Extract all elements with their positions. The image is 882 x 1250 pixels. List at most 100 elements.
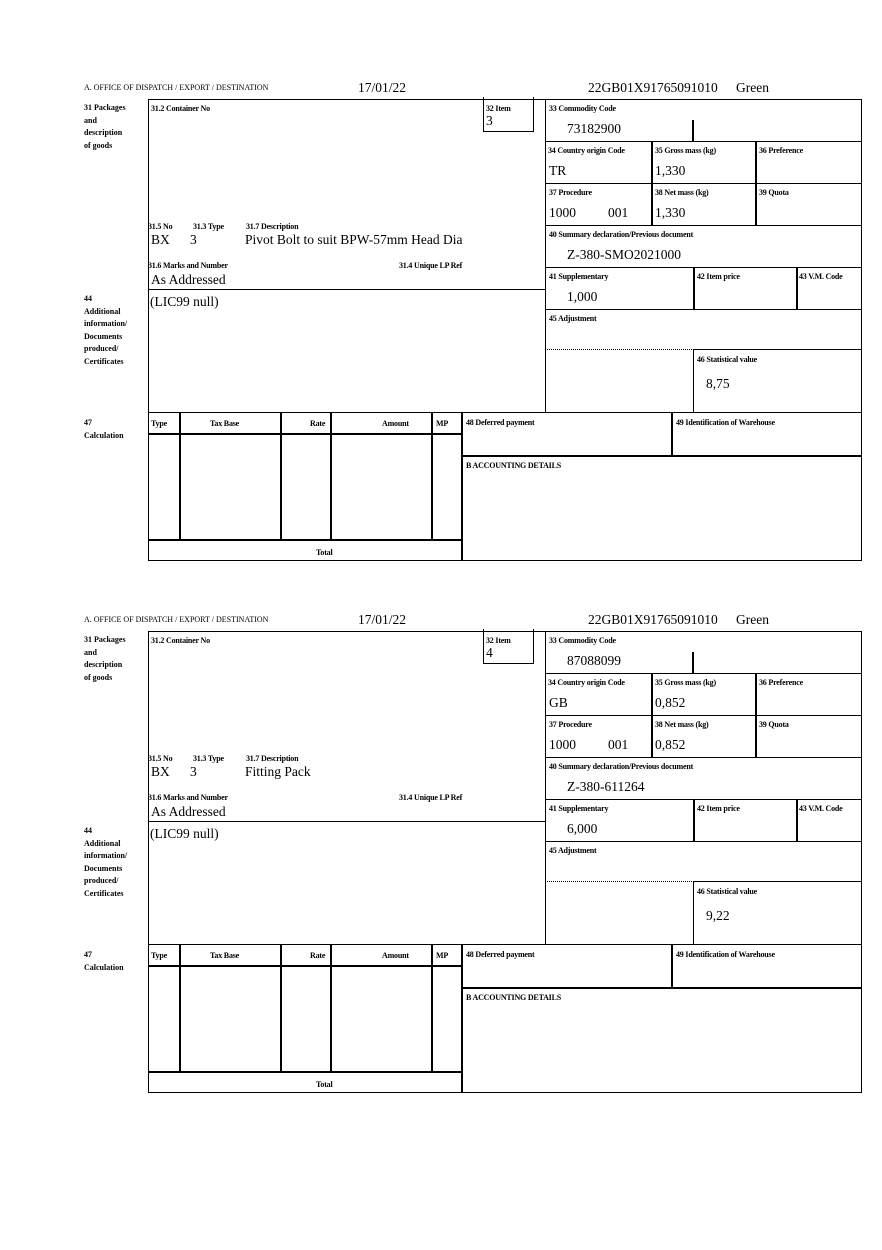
calc-header-amount: Amount [382,419,409,428]
item-number: 3 [486,113,493,128]
label-line: 44 [84,826,92,835]
previous-document: Z-380-611264 [567,779,645,794]
calc-header-rate: Rate [310,951,326,960]
calc-header-tax-base: Tax Base [210,419,240,428]
net-mass: 1,330 [655,205,686,220]
box-41 [545,799,695,842]
label-line: information/ [84,851,128,860]
procedure-additional: 001 [608,737,629,752]
supplementary-units: 6,000 [567,821,598,836]
calc-header-type: Type [151,419,167,428]
office-label: A. OFFICE OF DISPATCH / EXPORT / DESTINA… [84,83,269,92]
goods-description: Fitting Pack [245,764,311,779]
net-mass-label: 38 Net mass (kg) [655,720,709,729]
label-line: 47 [84,418,92,427]
container-no-label: 31.2 Container No [151,636,210,645]
divider [431,412,433,540]
box-48 [461,412,673,457]
label-line: produced/ [84,344,119,353]
item-price-label: 42 Item price [697,804,740,813]
box-31-label: 31 Packages and description of goods [84,102,144,152]
accounting-details-label: B ACCOUNTING DETAILS [466,993,561,1002]
vm-code-label: 43 V.M. Code [799,272,843,281]
adjustment-label: 45 Adjustment [549,314,597,323]
package-no: BX [151,764,170,779]
divider [280,944,282,1072]
net-mass-label: 38 Net mass (kg) [655,188,709,197]
vm-code-label: 43 V.M. Code [799,804,843,813]
label-line: description [84,128,123,137]
additional-info: (LIC99 null) [150,826,219,841]
package-type-label: 31.3 Type [193,754,224,763]
calculation-table [148,944,463,1093]
dotted-divider [545,881,694,882]
dotted-divider [545,881,546,944]
divider [179,944,181,1072]
package-type-label: 31.3 Type [193,222,224,231]
marks-and-number: As Addressed [151,804,226,819]
label-line: Additional [84,838,121,848]
unique-lp-ref-label: 31.4 Unique LP Ref [399,261,463,270]
preference-label: 36 Preference [759,146,803,155]
country-origin: TR [549,163,567,178]
previous-document: Z-380-SMO2021000 [567,247,681,262]
item-number: 4 [486,645,493,660]
package-no-label: 31.5 No [148,222,173,231]
box-31-label: 31 Packages and description of goods [84,634,144,684]
box-42 [693,799,798,842]
calc-header-tax-base: Tax Base [210,951,240,960]
label-line: produced/ [84,876,119,885]
country-origin: GB [549,695,568,710]
supplementary-label: 41 Supplementary [549,804,609,813]
label-line: Calculation [84,430,124,440]
divider [148,1071,463,1073]
country-origin-label: 34 Country origin Code [548,678,625,687]
box-44-label: 44 Additional information/Documents produce… [84,293,144,368]
package-type: 3 [190,764,197,779]
box-43 [796,267,862,310]
label-line: 47 [84,950,92,959]
quota-label: 39 Quota [759,188,789,197]
label-line: of goods [84,672,113,682]
divider [148,965,463,967]
accounting-details-label: B ACCOUNTING DETAILS [466,461,561,470]
divider [179,412,181,540]
label-line: Certificates [84,888,124,898]
label-line: description [84,660,123,669]
package-no-label: 31.5 No [148,754,173,763]
box-47-label: 47 Calculation [84,949,144,974]
previous-document-label: 40 Summary declaration/Previous document [549,230,694,239]
preference-label: 36 Preference [759,678,803,687]
marks-label: 31.6 Marks and Number [148,261,228,270]
marks-and-number: As Addressed [151,272,226,287]
divider [148,539,463,541]
box-b [461,455,862,561]
declaration-item-form: A. OFFICE OF DISPATCH / EXPORT / DESTINA… [0,612,882,1112]
item-price-label: 42 Item price [697,272,740,281]
divider [330,944,332,1072]
statistical-value-label: 46 Statistical value [697,887,757,896]
country-origin-label: 34 Country origin Code [548,146,625,155]
box-43 [796,799,862,842]
deferred-payment-label: 48 Deferred payment [466,418,535,427]
net-mass: 0,852 [655,737,686,752]
label-line: Documents [84,863,123,873]
label-line: Documents [84,331,123,341]
adjustment-label: 45 Adjustment [549,846,597,855]
label-line: 31 Packages [84,635,126,644]
commodity-code: 87088099 [567,653,621,668]
description-label: 31.7 Description [246,222,299,231]
calc-header-rate: Rate [310,419,326,428]
unique-lp-ref-label: 31.4 Unique LP Ref [399,793,463,802]
warehouse-id-label: 49 Identification of Warehouse [676,950,775,959]
marks-label: 31.6 Marks and Number [148,793,228,802]
box-32 [483,629,534,664]
item-label: 32 Item [486,104,511,113]
date: 17/01/22 [358,80,407,95]
procedure-label: 37 Procedure [549,720,592,729]
divider [431,944,433,1072]
divider [280,412,282,540]
box-44-label: 44 Additional information/Documents produce… [84,825,144,900]
box-47-label: 47 Calculation [84,417,144,442]
dotted-divider [545,349,546,412]
